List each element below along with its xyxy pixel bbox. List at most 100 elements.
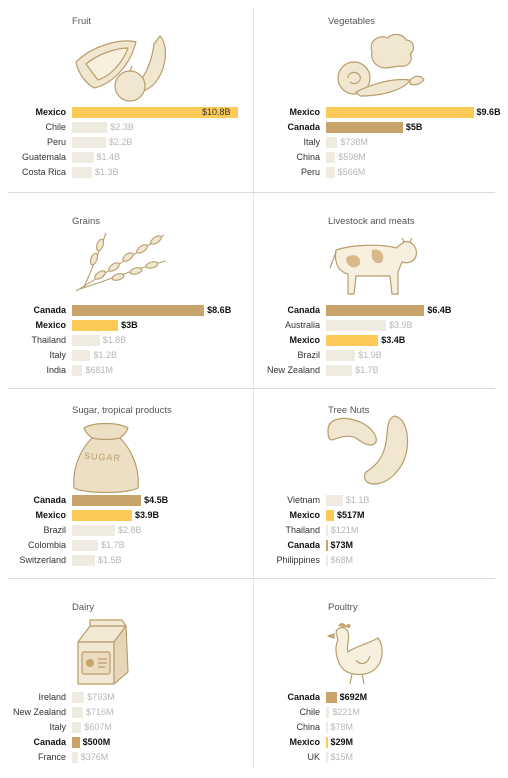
country-label: Thailand bbox=[285, 525, 320, 535]
country-label: Italy bbox=[303, 137, 320, 147]
bar bbox=[72, 495, 142, 506]
bar bbox=[72, 335, 100, 346]
country-label: France bbox=[37, 752, 66, 762]
bar bbox=[72, 152, 94, 163]
country-label: Canada bbox=[287, 692, 320, 702]
bar-row: Switzerland $1.5B bbox=[0, 555, 508, 566]
value-label: $566M bbox=[337, 167, 366, 177]
bar bbox=[72, 555, 96, 566]
value-label: $1.7B bbox=[101, 540, 125, 550]
value-label: $15M bbox=[330, 752, 354, 762]
bar bbox=[326, 320, 386, 331]
country-label: Peru bbox=[300, 167, 320, 177]
bar bbox=[72, 540, 99, 551]
bar-row: Mexico $29M bbox=[0, 737, 508, 748]
bar bbox=[72, 510, 132, 521]
chart-title: Fruit bbox=[72, 16, 91, 27]
country-label: Colombia bbox=[27, 540, 66, 550]
country-label: Italy bbox=[49, 350, 66, 360]
country-label: Mexico bbox=[35, 510, 66, 520]
value-label: $607M bbox=[84, 722, 112, 732]
value-label: $1.4B bbox=[96, 152, 121, 162]
bar bbox=[326, 167, 335, 178]
country-label: Canada bbox=[287, 122, 320, 132]
chart-title: Poultry bbox=[328, 602, 358, 613]
value-label: $3B bbox=[121, 320, 138, 330]
chicken-icon bbox=[322, 618, 392, 693]
chart-title: Grains bbox=[72, 216, 100, 227]
country-label: Canada bbox=[33, 737, 66, 747]
bar bbox=[326, 152, 336, 163]
bar-row: India $681M bbox=[0, 365, 508, 376]
bar-row: Mexico $10.8B bbox=[0, 107, 508, 118]
country-label: Canada bbox=[287, 540, 320, 550]
value-label: $6.4B bbox=[427, 305, 452, 315]
bar bbox=[326, 707, 330, 718]
value-label: $1.2B bbox=[93, 350, 117, 360]
bar bbox=[72, 350, 91, 361]
bar bbox=[72, 320, 119, 331]
bar bbox=[72, 692, 85, 703]
bar-row: Costa Rica $1.3B bbox=[0, 167, 508, 178]
country-label: Mexico bbox=[35, 107, 66, 117]
value-label: $376M bbox=[80, 752, 109, 762]
bar bbox=[326, 752, 328, 763]
bar bbox=[326, 525, 328, 536]
bar-row: Guatemala $1.4B bbox=[0, 152, 508, 163]
bar bbox=[72, 525, 116, 536]
country-label: Chile bbox=[45, 122, 66, 132]
value-label: $8.6B bbox=[207, 305, 232, 315]
country-label: Brazil bbox=[297, 350, 320, 360]
country-label: Switzerland bbox=[19, 555, 66, 565]
bar bbox=[326, 510, 334, 521]
country-label: Mexico bbox=[289, 335, 320, 345]
country-label: India bbox=[46, 365, 66, 375]
bar bbox=[326, 722, 328, 733]
fruit-icon bbox=[72, 32, 172, 109]
bar bbox=[326, 555, 328, 566]
bar bbox=[326, 335, 379, 346]
value-label: $78M bbox=[330, 722, 354, 732]
bar-row: Philippines $68M bbox=[0, 555, 508, 566]
bar-row: Chile $221M bbox=[0, 707, 508, 718]
bar-row: Vietnam $1.1B bbox=[0, 495, 508, 506]
country-label: Peru bbox=[46, 137, 66, 147]
bar bbox=[72, 107, 238, 118]
chart-title: Dairy bbox=[72, 602, 95, 613]
bar-row: Ireland $793M bbox=[0, 692, 508, 703]
bar-row: France $376M bbox=[0, 752, 508, 763]
value-label: $73M bbox=[330, 540, 354, 550]
bar bbox=[326, 495, 343, 506]
value-label: $1.9B bbox=[358, 350, 382, 360]
country-label: Mexico bbox=[289, 737, 320, 747]
bar-row: Canada $8.6B bbox=[0, 305, 508, 316]
country-label: Mexico bbox=[35, 320, 66, 330]
bar-row: Canada $4.5B bbox=[0, 495, 508, 506]
value-label: $3.9B bbox=[388, 320, 413, 330]
bar bbox=[326, 137, 338, 148]
country-label: Philippines bbox=[276, 555, 320, 565]
chart-title: Tree Nuts bbox=[328, 405, 370, 416]
bar-row: China $78M bbox=[0, 722, 508, 733]
country-label: China bbox=[296, 152, 320, 162]
bar bbox=[326, 692, 337, 703]
bar-row: Italy $607M bbox=[0, 722, 508, 733]
country-label: Mexico bbox=[289, 510, 320, 520]
bar-row: Brazil $2.8B bbox=[0, 525, 508, 536]
value-label: $738M bbox=[340, 137, 368, 147]
bar bbox=[72, 737, 80, 748]
country-label: Costa Rica bbox=[21, 167, 66, 177]
bar-row: Peru $2.2B bbox=[0, 137, 508, 148]
country-label: Canada bbox=[33, 495, 66, 505]
row-divider bbox=[8, 192, 495, 193]
bar-row: Canada $6.4B bbox=[0, 305, 508, 316]
bar bbox=[326, 122, 403, 133]
country-label: Chile bbox=[299, 707, 320, 717]
country-label: New Zealand bbox=[12, 707, 66, 717]
bar-row: Canada $73M bbox=[0, 540, 508, 551]
bar bbox=[72, 137, 106, 148]
bar-row: Italy $738M bbox=[0, 137, 508, 148]
row-divider bbox=[8, 578, 495, 579]
bar-row: Chile $2.3B bbox=[0, 122, 508, 133]
value-label: $1.3B bbox=[94, 167, 119, 177]
